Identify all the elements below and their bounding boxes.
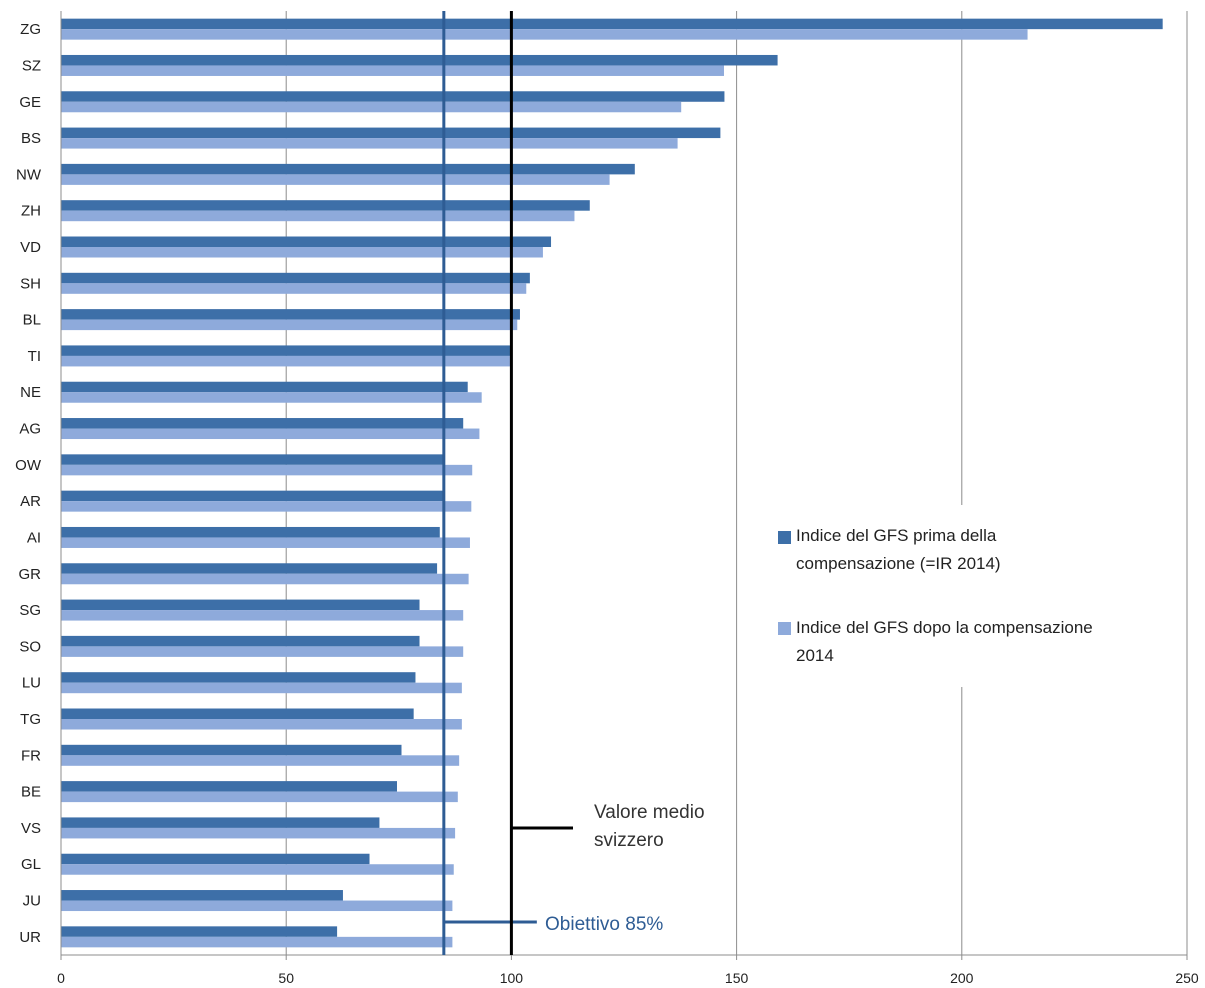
bar-after-TG <box>61 719 462 730</box>
legend-label: Indice del GFS dopo la compensazione <box>796 618 1093 637</box>
bar-after-BL <box>61 319 518 331</box>
bars <box>61 18 1163 948</box>
bar-after-NW <box>61 174 610 185</box>
category-label: GE <box>19 94 41 111</box>
bar-after-AG <box>61 428 480 440</box>
x-tick-label: 0 <box>57 970 65 986</box>
bar-before-NW <box>61 163 635 175</box>
category-label: ZG <box>20 21 41 38</box>
bar-before-SO <box>61 635 420 647</box>
category-label: TI <box>28 348 41 365</box>
bar-before-LU <box>61 672 416 683</box>
bar-before-UR <box>61 926 338 937</box>
category-label: SG <box>19 602 41 619</box>
bar-before-OW <box>61 454 444 465</box>
category-label: BE <box>21 784 41 801</box>
category-label: ZH <box>21 203 41 220</box>
category-label: BL <box>23 312 41 329</box>
category-label: SO <box>19 638 41 655</box>
bar-after-AI <box>61 537 470 548</box>
bar-before-SG <box>61 599 420 611</box>
x-tick-label: 150 <box>725 970 749 986</box>
category-label: LU <box>22 675 41 692</box>
x-tick-label: 100 <box>500 970 524 986</box>
x-tick-label: 50 <box>278 970 294 986</box>
bar-before-BL <box>61 309 520 320</box>
legend-label: compensazione (=IR 2014) <box>796 554 1001 573</box>
reference-lines: Obiettivo 85% Valore medio svizzero <box>442 11 705 955</box>
category-label: AR <box>20 493 41 510</box>
bar-after-TI <box>61 355 512 367</box>
legend: Indice del GFS prima della compensazione … <box>778 526 1093 665</box>
bar-before-JU <box>61 890 343 901</box>
bar-after-LU <box>61 682 462 694</box>
category-label: NE <box>20 384 41 401</box>
bar-before-BS <box>61 127 721 139</box>
bar-after-UR <box>61 936 453 948</box>
bar-after-SH <box>61 283 527 294</box>
bar-before-NE <box>61 381 468 393</box>
category-label: BS <box>21 130 41 147</box>
bar-after-BS <box>61 138 678 149</box>
bar-before-BE <box>61 781 397 792</box>
bar-before-VD <box>61 236 552 247</box>
average-annotation: svizzero <box>594 830 664 851</box>
target-annotation: Obiettivo 85% <box>545 914 663 935</box>
bar-after-BE <box>61 791 458 803</box>
bar-before-ZH <box>61 200 590 211</box>
bar-before-GE <box>61 91 725 102</box>
x-tick-label: 250 <box>1175 970 1199 986</box>
bar-after-NE <box>61 392 482 403</box>
bar-after-AR <box>61 501 472 512</box>
category-label: VD <box>20 239 41 256</box>
category-label: AG <box>19 421 41 438</box>
average-annotation: Valore medio <box>594 802 705 823</box>
category-label: GL <box>21 856 41 873</box>
category-label: GR <box>19 566 42 583</box>
bar-after-VS <box>61 827 456 839</box>
bar-after-VD <box>61 247 543 258</box>
gridlines <box>285 11 1188 955</box>
bar-before-AR <box>61 490 445 502</box>
bar-after-JU <box>61 900 453 912</box>
category-label: SH <box>20 275 41 292</box>
bar-before-VS <box>61 817 380 828</box>
category-label: FR <box>21 747 41 764</box>
legend-swatch <box>778 622 791 635</box>
category-label: SZ <box>22 57 41 74</box>
x-tick-label: 200 <box>950 970 974 986</box>
bar-before-TI <box>61 345 513 356</box>
bar-before-AG <box>61 418 464 429</box>
bar-before-TG <box>61 708 414 719</box>
bar-after-GE <box>61 101 682 113</box>
axes: ZG SZ GE BS NW ZH VD SH BL TI NE AG OW AR AI GR SG SO LU TG… <box>15 11 1199 986</box>
category-label: JU <box>23 893 41 910</box>
category-label: NW <box>16 166 42 183</box>
category-label: TG <box>20 711 41 728</box>
bar-before-GR <box>61 563 438 574</box>
bar-before-GL <box>61 853 370 865</box>
bar-after-ZG <box>61 29 1028 40</box>
bar-before-ZG <box>61 18 1163 30</box>
legend-label: Indice del GFS prima della <box>796 526 997 545</box>
bar-after-SG <box>61 610 464 621</box>
bar-before-FR <box>61 744 402 756</box>
bar-after-ZH <box>61 210 575 222</box>
bar-after-OW <box>61 464 473 476</box>
legend-swatch <box>778 531 791 544</box>
bar-before-SZ <box>61 54 778 66</box>
category-label: VS <box>21 820 41 837</box>
bar-after-GR <box>61 573 469 585</box>
bar-after-SO <box>61 646 464 657</box>
category-label: UR <box>19 929 41 946</box>
bar-after-SZ <box>61 65 724 76</box>
legend-label: 2014 <box>796 646 834 665</box>
category-label: AI <box>27 529 41 546</box>
bar-after-GL <box>61 864 454 875</box>
bar-before-SH <box>61 272 530 284</box>
category-label: OW <box>15 457 42 474</box>
bar-before-AI <box>61 526 440 538</box>
bar-after-FR <box>61 755 460 766</box>
